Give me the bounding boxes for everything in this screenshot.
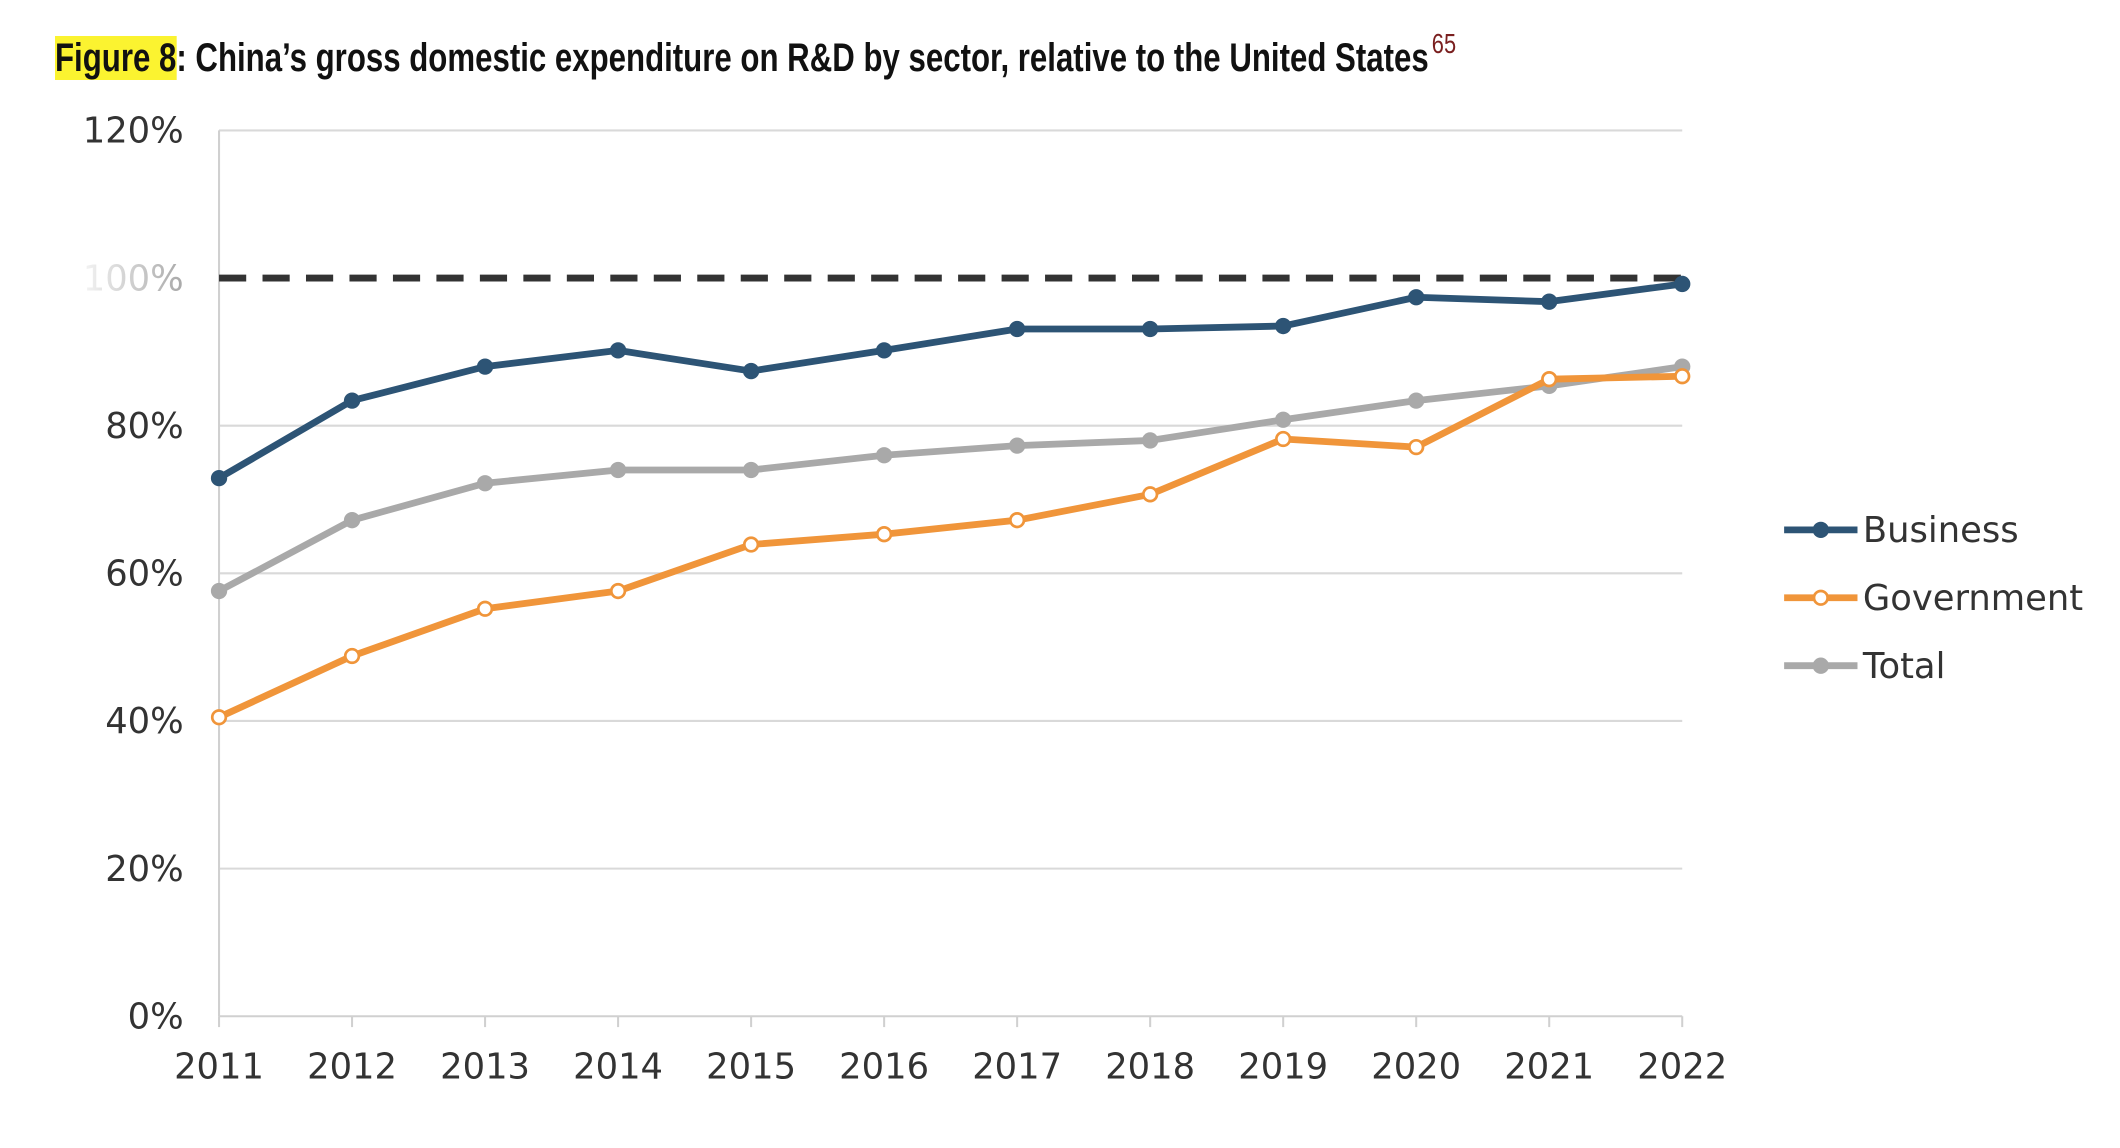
x-tick-label: 2015 xyxy=(706,1047,796,1088)
legend-marker-total xyxy=(1812,657,1829,674)
y-tick-label: 40% xyxy=(105,701,183,742)
x-tick-label: 2022 xyxy=(1637,1047,1727,1088)
y-tick-label: 60% xyxy=(105,554,183,595)
data-point-government xyxy=(1541,371,1558,388)
y-tick-label: 20% xyxy=(105,849,183,890)
y-tick-label: 0% xyxy=(128,996,184,1037)
x-tick-label: 2012 xyxy=(307,1047,397,1088)
data-point-total xyxy=(343,512,361,529)
data-point-business xyxy=(875,342,893,359)
x-tick-label: 2017 xyxy=(972,1047,1062,1088)
data-point-total xyxy=(1008,437,1026,454)
data-point-business xyxy=(742,362,760,380)
data-point-total xyxy=(476,475,494,492)
x-tick-label: 2018 xyxy=(1105,1047,1195,1088)
data-point-government xyxy=(742,536,760,553)
data-point-business xyxy=(609,342,627,359)
legend-marker-business xyxy=(1812,521,1829,538)
figure-title: Figure 8: China’s gross domestic expendi… xyxy=(55,28,1456,81)
data-point-government xyxy=(210,709,228,726)
legend-marker-government xyxy=(1812,589,1829,606)
legend-label-total: Total xyxy=(1862,646,1945,687)
y-tick-label: 120% xyxy=(83,111,184,152)
data-point-government xyxy=(1008,512,1026,529)
data-point-business xyxy=(1541,293,1558,310)
data-point-government xyxy=(1275,430,1292,448)
x-tick-label: 2014 xyxy=(573,1047,663,1088)
data-point-business xyxy=(1674,275,1691,293)
data-point-business xyxy=(1008,320,1026,338)
y-tick-label: 80% xyxy=(105,406,183,447)
data-point-business xyxy=(210,469,228,487)
data-point-business xyxy=(476,358,494,375)
data-point-total xyxy=(875,447,893,464)
legend-label-business: Business xyxy=(1863,510,2019,551)
data-point-government xyxy=(343,647,361,665)
data-point-total xyxy=(1142,432,1159,449)
data-point-business xyxy=(1142,320,1159,338)
data-point-government xyxy=(1142,486,1159,503)
data-point-total xyxy=(210,582,228,600)
data-point-total xyxy=(1275,411,1292,428)
data-point-government xyxy=(1408,438,1425,456)
x-tick-label: 2020 xyxy=(1371,1047,1461,1088)
figure-title-text: : China’s gross domestic expenditure on … xyxy=(176,36,1429,80)
footnote-ref: 65 xyxy=(1431,28,1457,59)
x-tick-label: 2016 xyxy=(839,1047,929,1088)
data-point-total xyxy=(742,461,760,479)
data-point-total xyxy=(1408,392,1425,409)
x-tick-label: 2013 xyxy=(440,1047,530,1088)
series-line-total xyxy=(217,363,1683,595)
data-point-government xyxy=(1674,368,1691,385)
label-obscuring-overlay xyxy=(68,256,191,298)
figure-label: Figure 8 xyxy=(55,36,177,80)
data-point-business xyxy=(1408,289,1425,306)
x-tick-label: 2021 xyxy=(1504,1047,1594,1088)
data-point-total xyxy=(609,461,627,479)
data-point-government xyxy=(609,582,627,600)
data-point-government xyxy=(875,526,893,543)
x-tick-label: 2011 xyxy=(174,1047,264,1088)
data-point-business xyxy=(1275,317,1292,335)
data-point-business xyxy=(343,392,361,409)
legend-label-government: Government xyxy=(1863,578,2083,619)
data-point-government xyxy=(476,600,494,617)
series-line-government xyxy=(217,372,1683,721)
x-tick-label: 2019 xyxy=(1238,1047,1328,1088)
series-line-business xyxy=(217,280,1683,482)
